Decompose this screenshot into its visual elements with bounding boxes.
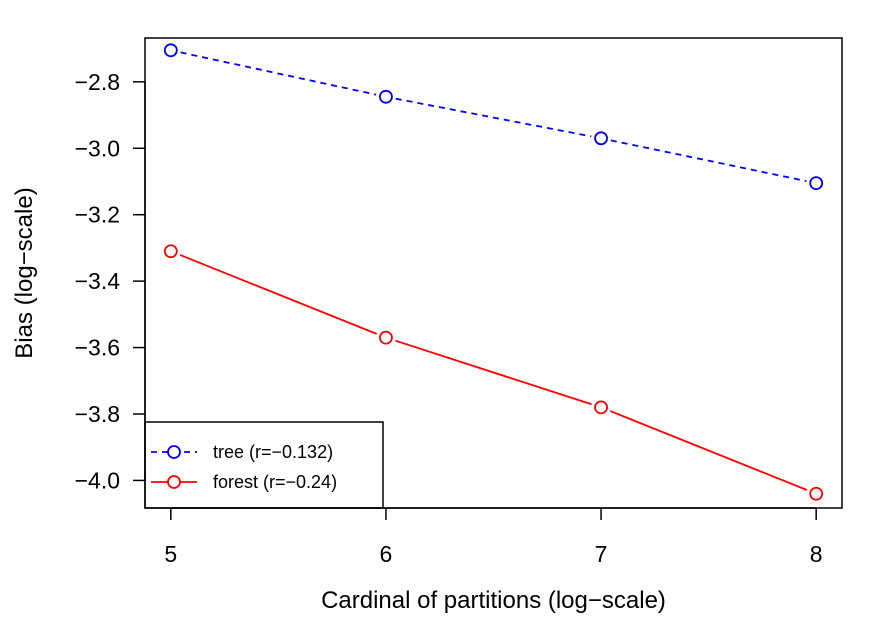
y-tick-label: −3.6	[75, 335, 120, 361]
y-tick-label: −3.0	[75, 135, 120, 161]
legend-marker	[167, 475, 181, 489]
data-point	[163, 43, 178, 58]
y-axis: −4.0 −3.8 −3.6 −3.4 −3.2 −3.0 −2.8	[75, 69, 146, 493]
legend: tree (r=−0.132) forest (r=−0.24)	[144, 421, 384, 509]
y-tick-label: −3.2	[75, 202, 120, 228]
series-line-segment	[179, 254, 377, 335]
y-tick-label: −4.0	[75, 467, 120, 493]
series-layer	[163, 43, 824, 501]
series-0	[163, 43, 824, 191]
legend-box	[144, 421, 384, 509]
series-line-segment	[395, 97, 592, 138]
data-point	[594, 131, 608, 146]
data-point	[809, 176, 824, 191]
data-point	[379, 89, 393, 104]
legend-label: forest (r=−0.24)	[213, 472, 337, 492]
series-1	[163, 244, 824, 501]
legend-label: tree (r=−0.132)	[213, 442, 333, 462]
data-point	[379, 330, 393, 345]
data-point	[809, 486, 824, 501]
data-point	[594, 400, 608, 415]
x-tick-label: 7	[595, 541, 608, 567]
y-tick-label: −3.4	[75, 268, 121, 294]
data-point	[163, 244, 178, 259]
y-tick-label: −2.8	[75, 69, 120, 95]
y-axis-title: Bias (log−scale)	[11, 187, 38, 358]
x-axis: 5 6 7 8	[164, 507, 823, 567]
x-axis-title: Cardinal of partitions (log−scale)	[321, 587, 666, 614]
y-tick-label: −3.8	[75, 401, 120, 427]
series-line-segment	[180, 51, 377, 96]
x-tick-label: 6	[380, 541, 393, 567]
series-line-segment	[395, 339, 592, 406]
legend-marker	[167, 445, 181, 459]
series-line-segment	[610, 139, 807, 182]
x-tick-label: 8	[810, 541, 823, 567]
series-line-segment	[610, 410, 808, 491]
x-tick-label: 5	[164, 541, 177, 567]
